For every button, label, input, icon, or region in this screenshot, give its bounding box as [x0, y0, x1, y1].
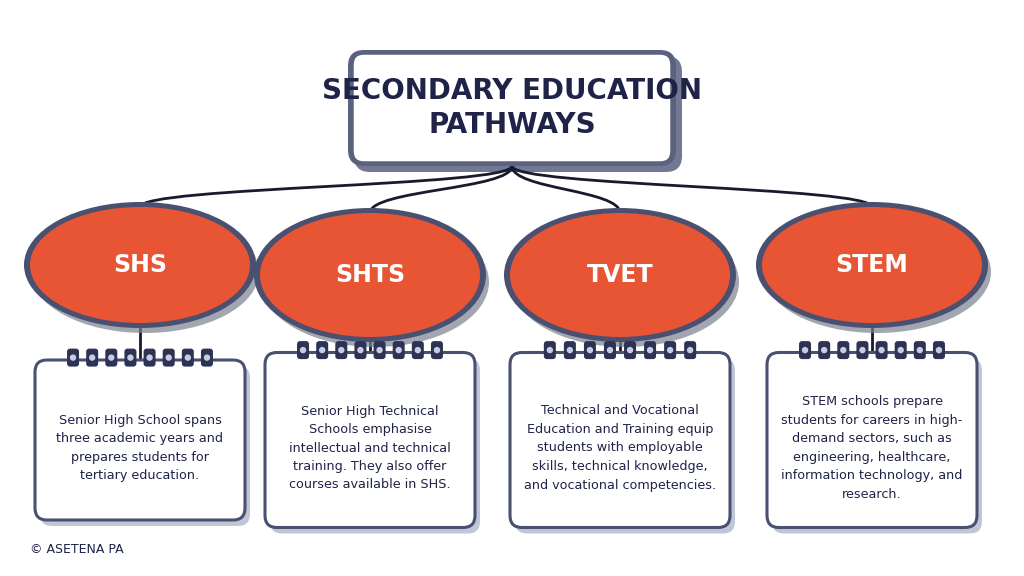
Circle shape [205, 355, 210, 360]
Ellipse shape [31, 211, 259, 333]
Circle shape [588, 347, 593, 353]
Circle shape [90, 355, 94, 360]
Circle shape [185, 355, 190, 360]
FancyBboxPatch shape [163, 348, 175, 366]
Ellipse shape [762, 207, 982, 323]
FancyBboxPatch shape [913, 341, 926, 359]
FancyBboxPatch shape [105, 348, 118, 366]
Circle shape [647, 347, 652, 353]
FancyBboxPatch shape [86, 348, 98, 366]
Circle shape [688, 347, 692, 353]
Circle shape [918, 347, 923, 353]
Text: © ASETENA PA: © ASETENA PA [30, 543, 124, 556]
FancyBboxPatch shape [392, 341, 404, 359]
FancyBboxPatch shape [856, 341, 868, 359]
Text: TVET: TVET [587, 263, 653, 287]
Circle shape [607, 347, 612, 353]
Circle shape [416, 347, 420, 353]
FancyBboxPatch shape [125, 348, 136, 366]
FancyBboxPatch shape [143, 348, 156, 366]
Text: STEM: STEM [836, 253, 908, 277]
FancyBboxPatch shape [348, 50, 676, 166]
Ellipse shape [504, 208, 736, 342]
FancyBboxPatch shape [182, 348, 194, 366]
Ellipse shape [261, 217, 489, 347]
Text: Senior High Technical
Schools emphasise
intellectual and technical
training. The: Senior High Technical Schools emphasise … [289, 404, 451, 491]
Circle shape [166, 355, 171, 360]
FancyBboxPatch shape [335, 341, 347, 359]
FancyBboxPatch shape [265, 353, 475, 528]
Ellipse shape [511, 217, 739, 347]
Circle shape [548, 347, 552, 353]
Text: Senior High School spans
three academic years and
prepares students for
tertiary: Senior High School spans three academic … [56, 414, 223, 482]
FancyBboxPatch shape [201, 348, 213, 366]
FancyBboxPatch shape [354, 341, 367, 359]
Text: SHS: SHS [113, 253, 167, 277]
FancyBboxPatch shape [818, 341, 830, 359]
Circle shape [128, 355, 133, 360]
Ellipse shape [260, 213, 480, 337]
FancyBboxPatch shape [684, 341, 696, 359]
Circle shape [434, 347, 439, 353]
FancyBboxPatch shape [799, 341, 811, 359]
FancyBboxPatch shape [374, 341, 386, 359]
Text: STEM schools prepare
students for careers in high-
demand sectors, such as
engin: STEM schools prepare students for career… [781, 395, 963, 501]
Text: SECONDARY EDUCATION
PATHWAYS: SECONDARY EDUCATION PATHWAYS [322, 77, 702, 139]
FancyBboxPatch shape [40, 366, 250, 526]
Circle shape [300, 347, 305, 353]
Ellipse shape [763, 211, 991, 333]
FancyBboxPatch shape [604, 341, 616, 359]
FancyBboxPatch shape [515, 358, 735, 533]
Circle shape [339, 347, 344, 353]
Circle shape [71, 355, 76, 360]
FancyBboxPatch shape [584, 341, 596, 359]
Circle shape [841, 347, 846, 353]
FancyBboxPatch shape [838, 341, 849, 359]
FancyBboxPatch shape [876, 341, 888, 359]
Circle shape [377, 347, 382, 353]
Ellipse shape [254, 208, 486, 342]
Circle shape [821, 347, 826, 353]
Text: SHTS: SHTS [335, 263, 406, 287]
FancyBboxPatch shape [644, 341, 656, 359]
FancyBboxPatch shape [665, 341, 676, 359]
FancyBboxPatch shape [624, 341, 636, 359]
Circle shape [668, 347, 673, 353]
FancyBboxPatch shape [297, 341, 309, 359]
Circle shape [358, 347, 362, 353]
Circle shape [860, 347, 865, 353]
Ellipse shape [30, 207, 250, 323]
FancyBboxPatch shape [270, 358, 480, 533]
FancyBboxPatch shape [544, 341, 556, 359]
FancyBboxPatch shape [316, 341, 328, 359]
Ellipse shape [756, 202, 988, 328]
Circle shape [803, 347, 808, 353]
Circle shape [937, 347, 941, 353]
Ellipse shape [24, 202, 256, 328]
FancyBboxPatch shape [352, 53, 672, 163]
Circle shape [319, 347, 325, 353]
Circle shape [109, 355, 114, 360]
FancyBboxPatch shape [564, 341, 575, 359]
FancyBboxPatch shape [767, 353, 977, 528]
FancyBboxPatch shape [67, 348, 79, 366]
FancyBboxPatch shape [431, 341, 443, 359]
Circle shape [147, 355, 153, 360]
FancyBboxPatch shape [510, 353, 730, 528]
Circle shape [396, 347, 401, 353]
Text: Technical and Vocational
Education and Training equip
students with employable
s: Technical and Vocational Education and T… [524, 404, 716, 491]
Circle shape [628, 347, 633, 353]
Circle shape [879, 347, 884, 353]
FancyBboxPatch shape [412, 341, 424, 359]
FancyBboxPatch shape [35, 360, 245, 520]
Circle shape [898, 347, 903, 353]
FancyBboxPatch shape [354, 56, 682, 172]
FancyBboxPatch shape [895, 341, 906, 359]
Ellipse shape [510, 213, 730, 337]
Circle shape [567, 347, 572, 353]
FancyBboxPatch shape [933, 341, 945, 359]
FancyBboxPatch shape [772, 358, 982, 533]
